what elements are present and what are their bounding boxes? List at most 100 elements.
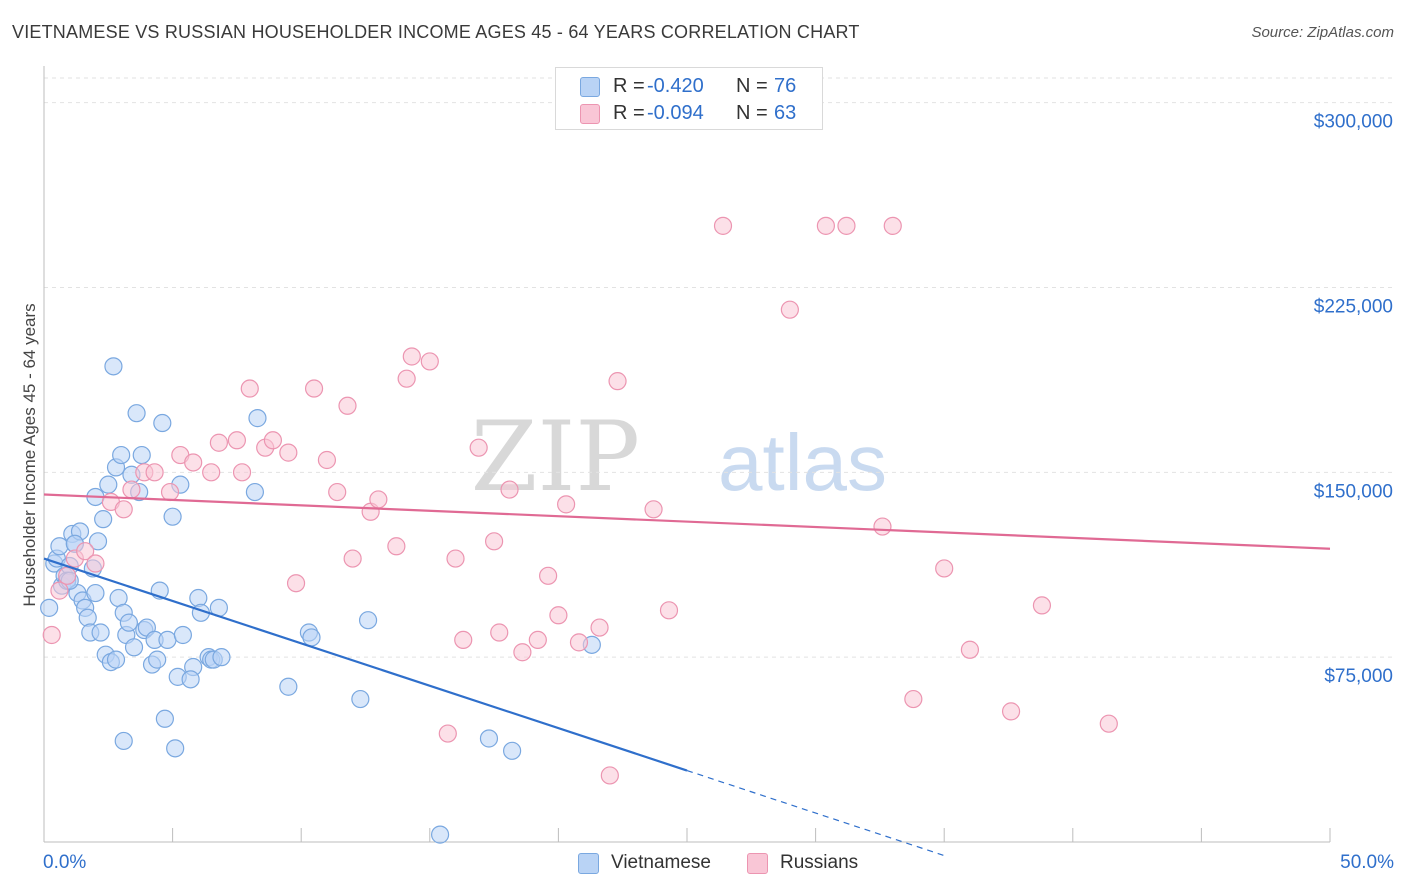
point-russians (122, 480, 141, 499)
series-legend: Vietnamese Russians (0, 852, 1406, 876)
point-vietnamese (132, 445, 151, 465)
point-russians (240, 379, 259, 398)
r-label: R = (613, 102, 645, 124)
source-label: Source: ZipAtlas.com (1251, 24, 1394, 41)
point-vietnamese (503, 741, 522, 760)
point-russians (402, 347, 421, 366)
point-vietnamese (351, 689, 370, 709)
point-vietnamese (112, 445, 131, 465)
point-russians (600, 766, 619, 785)
point-vietnamese (153, 413, 172, 433)
point-vietnamese (248, 409, 267, 428)
point-russians (209, 433, 228, 452)
point-russians (1099, 714, 1118, 733)
point-vietnamese (104, 357, 123, 376)
point-vietnamese (91, 623, 110, 642)
point-russians (279, 443, 298, 462)
point-vietnamese (173, 625, 192, 645)
point-russians (569, 633, 589, 652)
point-russians (202, 463, 221, 482)
y-tick-label: $225,000 (1314, 296, 1393, 317)
point-russians (76, 542, 95, 561)
point-russians (232, 463, 252, 482)
point-russians (557, 495, 576, 514)
point-russians (873, 517, 892, 536)
legend-label: Russians (780, 852, 859, 873)
russians-swatch (747, 853, 768, 874)
point-russians (227, 431, 246, 450)
vietnamese-swatch (580, 77, 600, 97)
point-vietnamese (189, 588, 208, 608)
x-tick-max: 50.0% (1340, 852, 1394, 873)
y-tick-label: $300,000 (1314, 112, 1393, 133)
point-vietnamese (127, 404, 146, 423)
r-label: R = (613, 75, 645, 97)
x-tick-min: 0.0% (43, 852, 87, 873)
point-russians (500, 480, 519, 499)
point-vietnamese (106, 650, 126, 669)
r-value: -0.094 (647, 102, 704, 124)
point-russians (86, 554, 105, 573)
point-vietnamese (50, 537, 69, 556)
point-russians (883, 216, 902, 235)
point-vietnamese (166, 739, 185, 758)
point-vietnamese (245, 482, 265, 502)
point-russians (816, 216, 835, 235)
trend-line-russians (43, 493, 1331, 550)
point-russians (369, 490, 388, 509)
point-russians (114, 500, 133, 519)
point-russians (338, 396, 357, 415)
point-russians (837, 216, 856, 235)
vietnamese-swatch (578, 853, 599, 874)
point-russians (539, 566, 558, 585)
point-russians (960, 640, 980, 659)
point-russians (469, 438, 488, 457)
point-russians (317, 450, 337, 470)
point-vietnamese (479, 729, 499, 748)
point-vietnamese (114, 731, 133, 751)
point-vietnamese (94, 510, 113, 529)
point-russians (513, 643, 532, 662)
point-russians (397, 369, 416, 388)
point-russians (438, 724, 457, 743)
point-russians (145, 463, 164, 482)
y-tick-label: $75,000 (1324, 666, 1393, 687)
chart-title: VIETNAMESE VS RUSSIAN HOUSEHOLDER INCOME… (12, 22, 860, 42)
n-value: 76 (774, 75, 797, 97)
legend-label: Vietnamese (611, 852, 711, 873)
point-russians (608, 372, 627, 391)
point-russians (644, 500, 663, 519)
point-vietnamese (86, 583, 105, 603)
point-russians (263, 431, 283, 450)
n-label: N = (736, 75, 768, 97)
r-value: -0.420 (647, 75, 704, 97)
point-vietnamese (88, 532, 108, 551)
watermark-zip: ZIP (471, 401, 640, 513)
point-russians (387, 537, 406, 556)
point-russians (590, 618, 609, 637)
point-russians (780, 300, 799, 319)
point-vietnamese (279, 677, 298, 696)
point-vietnamese (155, 709, 174, 728)
point-vietnamese (148, 650, 167, 669)
point-vietnamese (119, 613, 138, 632)
point-russians (490, 623, 509, 642)
point-vietnamese (99, 475, 118, 494)
point-vietnamese (430, 825, 450, 844)
trend-line-vietnamese-extrapolated (686, 769, 945, 857)
point-vietnamese (302, 628, 321, 647)
point-vietnamese (40, 598, 59, 617)
russians-swatch (580, 104, 600, 124)
point-vietnamese (212, 648, 231, 667)
watermark-atlas: atlas (718, 418, 887, 507)
point-russians (328, 482, 347, 502)
point-russians (904, 689, 923, 709)
point-russians (528, 630, 547, 650)
point-vietnamese (158, 630, 177, 650)
point-russians (454, 630, 473, 650)
point-russians (184, 453, 203, 472)
point-russians (50, 581, 69, 600)
point-russians (935, 559, 954, 578)
point-russians (420, 352, 439, 371)
